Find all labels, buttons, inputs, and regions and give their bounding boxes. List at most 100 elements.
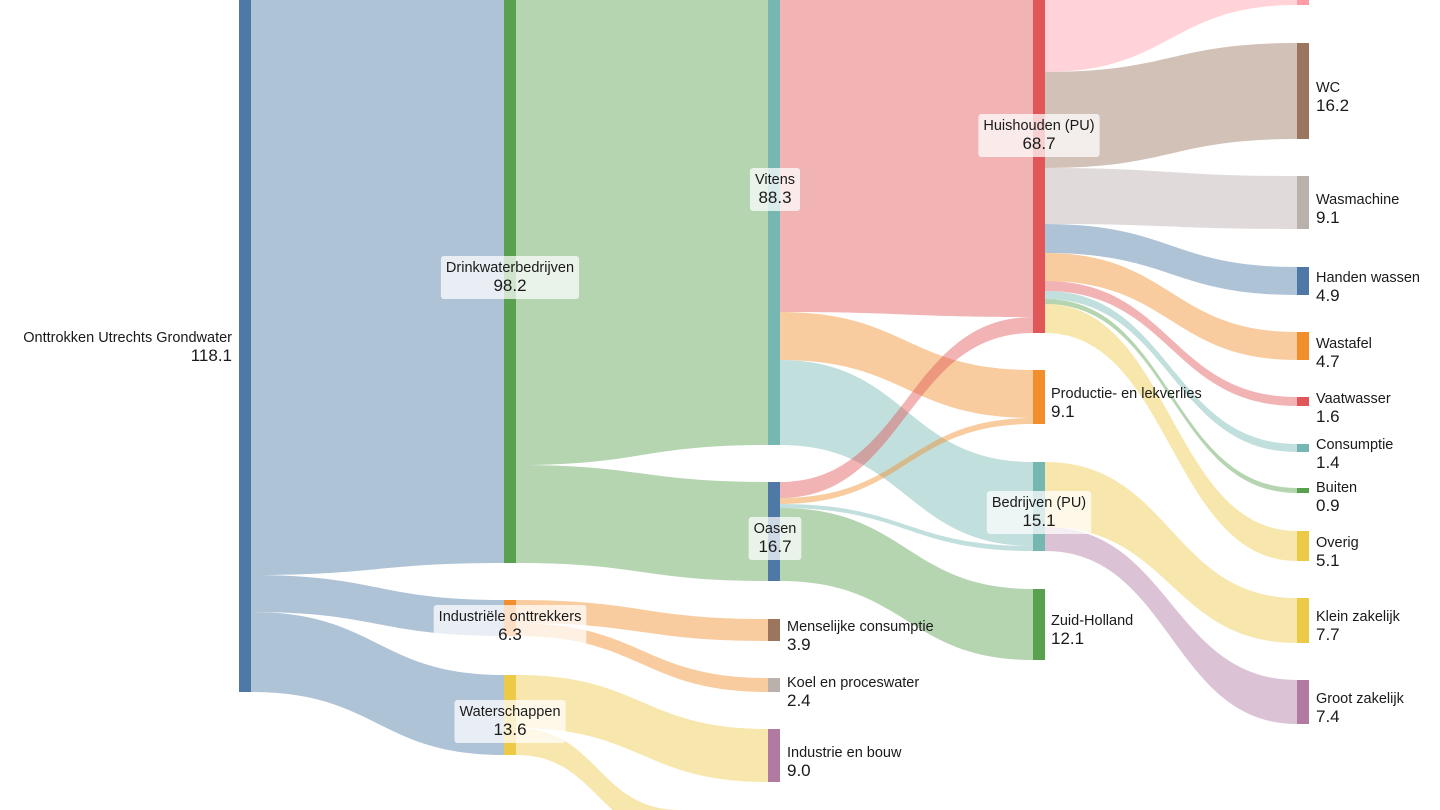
- node-value: 5.1: [1316, 551, 1340, 570]
- node-name: Huishouden (PU): [983, 118, 1094, 134]
- node-name: Industriële onttrekkers: [439, 609, 582, 625]
- node-koel: [768, 678, 780, 692]
- link-waterschappen-to-offscreen: [516, 728, 680, 810]
- node-value: 1.4: [1316, 453, 1340, 472]
- link-bedrijven-to-groot: [1045, 527, 1297, 724]
- label-background: [454, 700, 566, 743]
- node-name: Vitens: [755, 172, 795, 188]
- node-value: 16.7: [758, 537, 791, 556]
- label-background: [978, 114, 1100, 157]
- node-value: 88.3: [758, 188, 791, 207]
- node-name: Buiten: [1316, 480, 1357, 496]
- link-oasen-to-productie: [780, 418, 1033, 504]
- node-groot: [1297, 680, 1309, 724]
- node-value: 3.9: [787, 635, 811, 654]
- node-name: Wasmachine: [1316, 192, 1399, 208]
- link-waterschappen-to-industrie: [516, 675, 768, 782]
- link-huishouden-to-consumptie: [1045, 291, 1297, 452]
- node-ontrokken: [239, 0, 251, 692]
- node-name: Wastafel: [1316, 336, 1372, 352]
- node-name: Klein zakelijk: [1316, 609, 1401, 625]
- node-name: Menselijke consumptie: [787, 619, 934, 635]
- node-consumptie: [1297, 444, 1309, 452]
- node-value: 68.7: [1022, 134, 1055, 153]
- label-background: [986, 491, 1092, 534]
- node-value: 12.1: [1051, 629, 1084, 648]
- node-value: 4.7: [1316, 352, 1340, 371]
- node-label-huishouden: Huishouden (PU)68.7: [978, 114, 1100, 157]
- node-huishouden: [1033, 0, 1045, 333]
- link-ontrokken-to-drinkwater: [251, 0, 504, 575]
- node-vaatwasser: [1297, 397, 1309, 406]
- link-vitens-to-productie: [780, 312, 1033, 418]
- node-handen: [1297, 267, 1309, 295]
- label-background: [433, 605, 587, 648]
- link-ontrokken-to-waterschappen: [251, 612, 504, 755]
- node-name: Bedrijven (PU): [992, 495, 1086, 511]
- link-huishouden-to-wc: [1045, 43, 1297, 168]
- label-background: [749, 168, 801, 211]
- node-productie: [1033, 370, 1045, 424]
- node-label-bedrijven: Bedrijven (PU)15.1: [986, 491, 1092, 534]
- node-klein: [1297, 598, 1309, 643]
- link-bedrijven-to-klein: [1045, 462, 1297, 643]
- node-name: Vaatwasser: [1316, 391, 1391, 407]
- link-huishouden-to-handen: [1045, 224, 1297, 295]
- sankey-nodes: [239, 0, 1309, 782]
- node-name: Oasen: [754, 521, 797, 537]
- link-vitens-to-bedrijven: [780, 360, 1033, 546]
- node-value: 7.7: [1316, 625, 1340, 644]
- node-value: 0.9: [1316, 496, 1340, 515]
- node-zuidholland: [1033, 589, 1045, 660]
- node-value: 16.2: [1316, 96, 1349, 115]
- node-value: 15.1: [1022, 511, 1055, 530]
- node-name: Overig: [1316, 535, 1359, 551]
- link-drinkwater-to-oasen: [516, 465, 768, 581]
- node-value: 9.1: [1316, 208, 1340, 227]
- node-value: 4.9: [1316, 286, 1340, 305]
- node-menselijke: [768, 619, 780, 641]
- node-vitens: [768, 0, 780, 445]
- node-value: 2.4: [787, 691, 811, 710]
- node-name: Koel en proceswater: [787, 675, 919, 691]
- node-overig: [1297, 531, 1309, 561]
- node-wc: [1297, 43, 1309, 139]
- node-value: 7.4: [1316, 707, 1340, 726]
- node-name: Groot zakelijk: [1316, 691, 1405, 707]
- node-douche: [1297, 0, 1309, 5]
- link-oasen-to-bedrijven: [780, 504, 1033, 551]
- node-name: Zuid-Holland: [1051, 613, 1133, 629]
- link-huishouden-to-vaatwasser: [1045, 281, 1297, 406]
- node-name: Productie- en lekverlies: [1051, 386, 1202, 402]
- node-value: 13.6: [493, 720, 526, 739]
- link-oasen-to-huishouden: [780, 317, 1033, 498]
- node-value: 118.1: [191, 346, 232, 365]
- node-name: Waterschappen: [459, 704, 560, 720]
- node-buiten: [1297, 488, 1309, 493]
- link-huishouden-to-douche: [1045, 0, 1297, 72]
- link-huishouden-to-overig: [1045, 304, 1297, 561]
- node-name: Industrie en bouw: [787, 745, 902, 761]
- sankey-links: [251, 0, 1297, 810]
- node-name: Consumptie: [1316, 437, 1393, 453]
- node-name: Drinkwaterbedrijven: [446, 260, 574, 276]
- link-huishouden-to-buiten: [1045, 299, 1297, 493]
- node-wasmachine: [1297, 176, 1309, 229]
